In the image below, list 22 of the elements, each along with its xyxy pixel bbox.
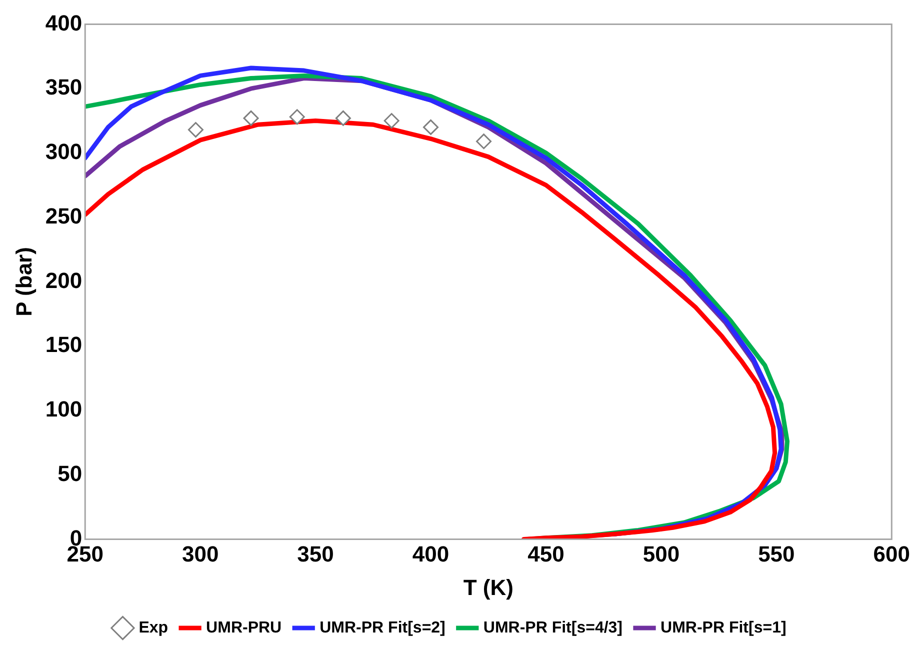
y-axis-title: P (bar) bbox=[11, 247, 36, 316]
x-tick-label: 550 bbox=[758, 541, 795, 566]
x-tick-label: 300 bbox=[182, 541, 219, 566]
x-tick-label: 350 bbox=[297, 541, 334, 566]
y-tick-label: 400 bbox=[45, 10, 82, 36]
x-tick-label: 450 bbox=[528, 541, 564, 566]
legend-label: UMR-PR Fit[s=2] bbox=[320, 619, 446, 636]
x-tick-label: 600 bbox=[873, 541, 910, 566]
y-tick-label: 250 bbox=[45, 203, 82, 228]
legend-label: UMR-PRU bbox=[206, 619, 282, 636]
legend-label: UMR-PR Fit[s=1] bbox=[660, 619, 786, 636]
y-tick-label: 150 bbox=[45, 332, 82, 358]
y-tick-label: 350 bbox=[45, 74, 82, 100]
x-axis-title: T (K) bbox=[463, 574, 514, 600]
legend-label: Exp bbox=[138, 619, 168, 636]
legend-label: UMR-PR Fit[s=4/3] bbox=[483, 619, 623, 636]
y-tick-label: 300 bbox=[45, 139, 82, 164]
x-tick-label: 500 bbox=[642, 541, 680, 566]
y-tick-label: 100 bbox=[45, 396, 82, 422]
y-tick-label: 200 bbox=[45, 268, 82, 293]
x-tick-label: 400 bbox=[412, 541, 450, 566]
y-tick-label: 50 bbox=[58, 460, 82, 486]
